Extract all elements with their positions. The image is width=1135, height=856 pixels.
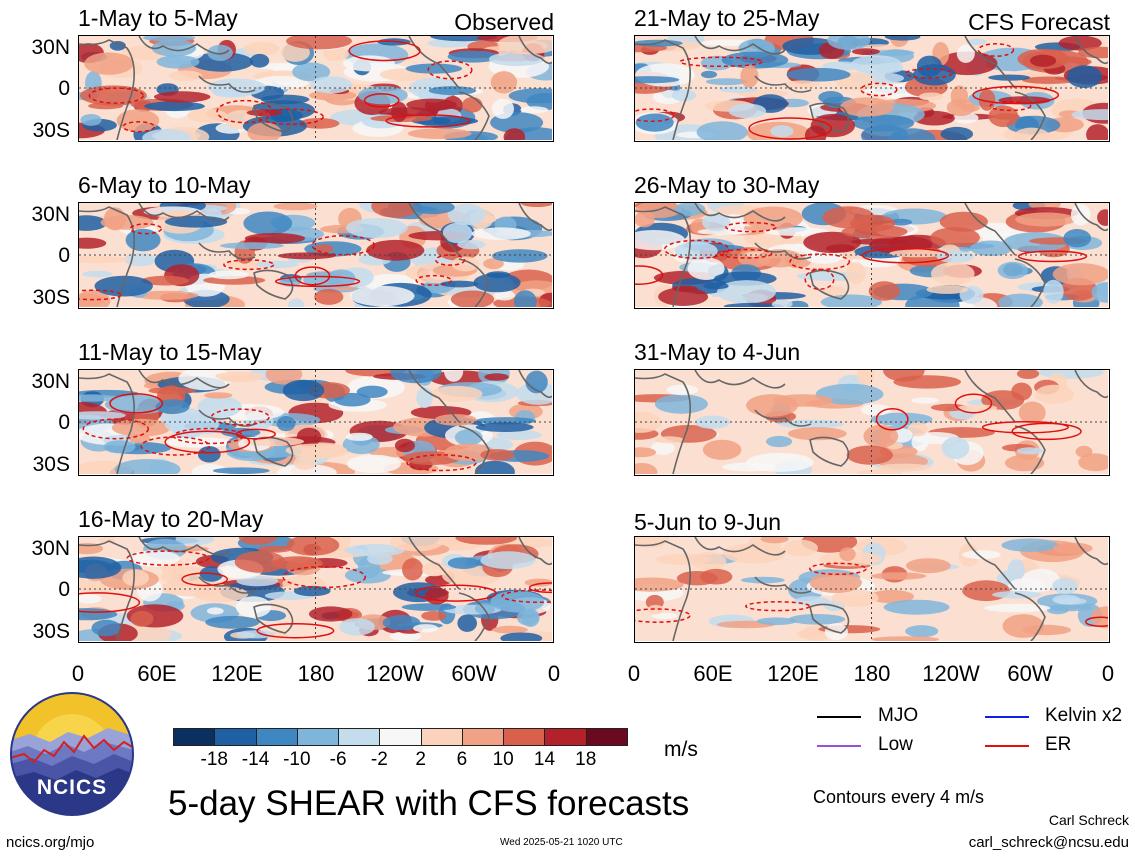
- colorbar-tick-label: 18: [575, 749, 597, 770]
- lon-label-r-120w: 120W: [922, 661, 980, 686]
- colorbar-swatch: [503, 728, 546, 746]
- colorbar-swatch: [338, 728, 381, 746]
- colorbar: [173, 728, 628, 746]
- colorbar-tick-label: -10: [283, 749, 311, 770]
- lat-label-eq-4: 0: [58, 578, 70, 601]
- lon-label-l-60e: 60E: [137, 661, 177, 686]
- logo-text: NCICS: [36, 776, 108, 799]
- colorbar-tick-label: 14: [533, 749, 556, 770]
- lat-label-eq-1: 0: [58, 77, 70, 100]
- lon-label-l-0-end: 0: [547, 661, 561, 686]
- colorbar-swatch: [296, 728, 340, 746]
- panel-title-5: 21-May to 25-May: [634, 5, 820, 31]
- observed-label: Observed: [454, 9, 554, 35]
- colorbar-tick-label: -6: [329, 749, 347, 770]
- lat-label-30s-4: 30S: [32, 620, 70, 643]
- legend-kelvin-label: Kelvin x2: [1045, 705, 1123, 726]
- map-panel-1: [78, 35, 554, 142]
- colorbar-swatch: [420, 728, 463, 746]
- lat-label-30s-3: 30S: [32, 453, 70, 476]
- lat-label-30n-2: 30N: [31, 203, 70, 226]
- lon-label-l-180: 180: [297, 661, 335, 686]
- cfs-forecast-label: CFS Forecast: [968, 9, 1110, 35]
- author-name: Carl Schreck: [1048, 812, 1129, 828]
- panel-title-4: 16-May to 20-May: [78, 506, 264, 532]
- map-panel-8: [634, 536, 1110, 643]
- author-email[interactable]: carl_schreck@ncsu.edu: [968, 834, 1129, 851]
- colorbar-swatch: [461, 728, 505, 746]
- panel-title-2: 6-May to 10-May: [78, 172, 251, 198]
- lat-label-30n-3: 30N: [31, 370, 70, 393]
- colorbar-swatch: [255, 728, 298, 746]
- map-panel-7: [634, 369, 1110, 476]
- lat-label-eq-3: 0: [58, 411, 70, 434]
- lon-label-l-120e: 120E: [211, 661, 263, 686]
- main-title: 5-day SHEAR with CFS forecasts: [168, 784, 690, 823]
- lon-label-r-120e: 120E: [767, 661, 819, 686]
- site-url[interactable]: ncics.org/mjo: [6, 834, 95, 851]
- map-panel-3: [78, 369, 554, 476]
- ncics-logo: NCICS: [10, 692, 134, 816]
- colorbar-tick-label: -14: [241, 749, 270, 770]
- lon-label-r-60w: 60W: [1007, 661, 1053, 686]
- colorbar-tick-label: 2: [415, 749, 426, 770]
- legend-er-line: [985, 745, 1029, 747]
- lat-label-eq-2: 0: [58, 244, 70, 267]
- lat-label-30n-4: 30N: [31, 537, 70, 560]
- lat-label-30n-1: 30N: [31, 36, 70, 59]
- map-panel-5: [634, 35, 1110, 142]
- legend-mjo-label: MJO: [878, 705, 919, 726]
- colorbar-tick-label: -18: [200, 749, 228, 770]
- panel-title-7: 31-May to 4-Jun: [634, 339, 801, 365]
- legend-er-label: ER: [1045, 734, 1072, 755]
- legend-low-label: Low: [878, 734, 913, 755]
- colorbar-tick-label: 10: [492, 749, 514, 770]
- legend-mjo-line: [817, 716, 861, 718]
- colorbar-unit: m/s: [664, 738, 698, 761]
- colorbar-swatch: [544, 728, 587, 746]
- lon-label-r-0: 0: [627, 661, 641, 686]
- lon-label-l-0: 0: [71, 661, 85, 686]
- colorbar-tick-label: -2: [370, 749, 388, 770]
- lon-label-l-60w: 60W: [451, 661, 497, 686]
- timestamp: Wed 2025-05-21 1020 UTC: [500, 837, 623, 848]
- lon-label-r-60e: 60E: [693, 661, 733, 686]
- lat-label-30s-2: 30S: [32, 286, 70, 309]
- contours-note: Contours every 4 m/s: [813, 787, 985, 807]
- colorbar-swatch: [173, 728, 216, 746]
- lon-label-r-180: 180: [853, 661, 891, 686]
- map-panel-6: [634, 202, 1110, 309]
- map-panel-2: [78, 202, 554, 309]
- map-panel-4: [78, 536, 554, 643]
- panel-title-8: 5-Jun to 9-Jun: [634, 509, 782, 535]
- lon-label-r-0-end: 0: [1101, 661, 1115, 686]
- legend-kelvin-line: [985, 716, 1029, 718]
- lon-label-l-120w: 120W: [366, 661, 424, 686]
- colorbar-swatch: [379, 728, 422, 746]
- lat-label-30s-1: 30S: [32, 119, 70, 142]
- legend-low-line: [817, 745, 861, 747]
- colorbar-tick-label: 6: [456, 749, 468, 770]
- colorbar-swatch: [214, 728, 257, 746]
- panel-title-1: 1-May to 5-May: [78, 5, 238, 31]
- panel-title-3: 11-May to 15-May: [78, 339, 262, 365]
- colorbar-ticks: -18 -14 -10 -6 -2 2 6 10 14 18: [173, 750, 627, 772]
- colorbar-swatch: [585, 728, 628, 746]
- panel-title-6: 26-May to 30-May: [634, 172, 820, 198]
